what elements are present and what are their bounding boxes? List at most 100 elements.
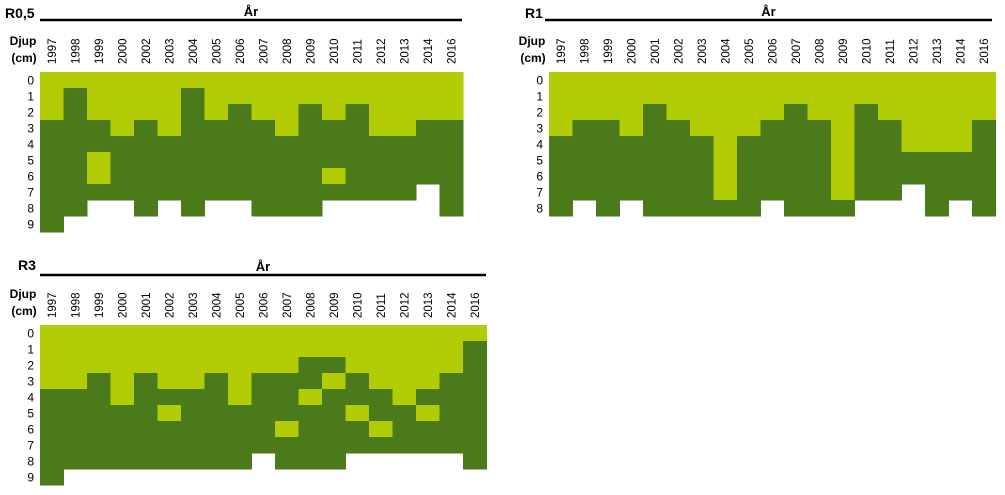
- heatmap-cell: [737, 136, 762, 153]
- heatmap-cell: [948, 168, 973, 185]
- heatmap-cell: [345, 373, 370, 390]
- year-tick-label: 2008: [814, 38, 826, 64]
- heatmap-cell: [925, 152, 950, 169]
- heatmap-cell: [666, 104, 691, 121]
- heatmap-cell: [298, 389, 323, 406]
- heatmap-cell: [713, 168, 738, 185]
- heatmap-cell: [87, 136, 112, 153]
- heatmap-cell: [134, 104, 159, 121]
- year-tick-label: 2013: [932, 38, 944, 64]
- depth-tick-label: 6: [27, 170, 34, 184]
- heatmap-cell: [760, 72, 785, 89]
- depth-tick-label: 8: [27, 455, 34, 469]
- heatmap-cell: [134, 405, 159, 422]
- heatmap-cell: [807, 152, 832, 169]
- heatmap-cell: [322, 373, 347, 390]
- heatmap-cell: [439, 168, 464, 185]
- heatmap-cell: [228, 357, 253, 374]
- heatmap-cell: [901, 104, 926, 121]
- heatmap-cell: [392, 88, 417, 105]
- heatmap-cell: [298, 453, 323, 470]
- year-tick-label: 2006: [258, 292, 270, 318]
- year-tick-label: 2012: [399, 292, 411, 318]
- depth-tick-label: 5: [27, 154, 34, 168]
- heatmap-cell: [40, 421, 65, 438]
- depth-tick-label: 7: [27, 186, 34, 200]
- heatmap-cell: [596, 200, 621, 217]
- heatmap-cell: [439, 405, 464, 422]
- heatmap-cell: [572, 136, 597, 153]
- heatmap-cell: [948, 88, 973, 105]
- heatmap-cell: [549, 152, 574, 169]
- heatmap-cell: [322, 453, 347, 470]
- heatmap-cell: [181, 72, 206, 89]
- heatmap-cell: [204, 136, 229, 153]
- heatmap-cell: [275, 389, 300, 406]
- heatmap-cell: [619, 104, 644, 121]
- heatmap-cell: [596, 88, 621, 105]
- heatmap-cell: [854, 136, 879, 153]
- heatmap-cell: [463, 325, 488, 342]
- heatmap-cell: [157, 437, 182, 454]
- heatmap-cell: [784, 72, 809, 89]
- year-tick-label: 2011: [352, 39, 364, 64]
- year-tick-label: 2009: [329, 292, 341, 318]
- heatmap-cell: [572, 168, 597, 185]
- heatmap-cell: [760, 184, 785, 201]
- heatmap-cell: [549, 104, 574, 121]
- heatmap-cell: [392, 168, 417, 185]
- heatmap-cell: [666, 200, 691, 217]
- heatmap-cell: [275, 152, 300, 169]
- heatmap-cell: [345, 88, 370, 105]
- heatmap-cell: [110, 453, 135, 470]
- heatmap-cell: [416, 152, 441, 169]
- depth-tick-label: 4: [536, 138, 543, 152]
- heatmap-cell: [110, 437, 135, 454]
- heatmap-cell: [275, 120, 300, 137]
- heatmap-cell: [322, 184, 347, 201]
- year-tick-label: 2001: [650, 38, 662, 64]
- heatmap-cell: [63, 389, 88, 406]
- heatmap-cell: [251, 120, 276, 137]
- depth-tick-label: 8: [27, 202, 34, 216]
- heatmap-cell: [619, 88, 644, 105]
- heatmap-cell: [878, 104, 903, 121]
- heatmap-cell: [690, 152, 715, 169]
- heatmap-cell: [204, 88, 229, 105]
- heatmap-cell: [854, 104, 879, 121]
- heatmap-cell: [275, 168, 300, 185]
- heatmap-cell: [596, 104, 621, 121]
- heatmap-cell: [40, 357, 65, 374]
- heatmap-cell: [666, 152, 691, 169]
- heatmap-cell: [275, 341, 300, 358]
- depth-tick-label: 5: [536, 154, 543, 168]
- heatmap-cell: [251, 136, 276, 153]
- year-tick-label: 1999: [94, 38, 106, 64]
- heatmap-cell: [901, 136, 926, 153]
- heatmap-cell: [572, 88, 597, 105]
- depth-tick-label: 0: [536, 74, 543, 88]
- heatmap-cell: [181, 104, 206, 121]
- heatmap-cell: [784, 184, 809, 201]
- y-axis-unit: (cm): [11, 51, 36, 65]
- y-axis-label: Djup: [519, 34, 546, 48]
- year-tick-label: 2010: [861, 38, 873, 64]
- heatmap-cell: [463, 341, 488, 358]
- heatmap-cell: [572, 104, 597, 121]
- heatmap-cell: [713, 136, 738, 153]
- heatmap-cell: [110, 405, 135, 422]
- heatmap-cell: [228, 184, 253, 201]
- heatmap-cell: [110, 168, 135, 185]
- heatmap-cell: [87, 453, 112, 470]
- heatmap-cell: [63, 184, 88, 201]
- heatmap-cell: [463, 437, 488, 454]
- depth-tick-label: 2: [536, 106, 543, 120]
- heatmap-cell: [228, 104, 253, 121]
- heatmap-cell: [831, 88, 856, 105]
- y-axis-label: Djup: [10, 34, 37, 48]
- heatmap-cell: [369, 373, 394, 390]
- heatmap-cell: [901, 168, 926, 185]
- heatmap-cell: [110, 373, 135, 390]
- heatmap-cell: [345, 184, 370, 201]
- heatmap-cell: [181, 184, 206, 201]
